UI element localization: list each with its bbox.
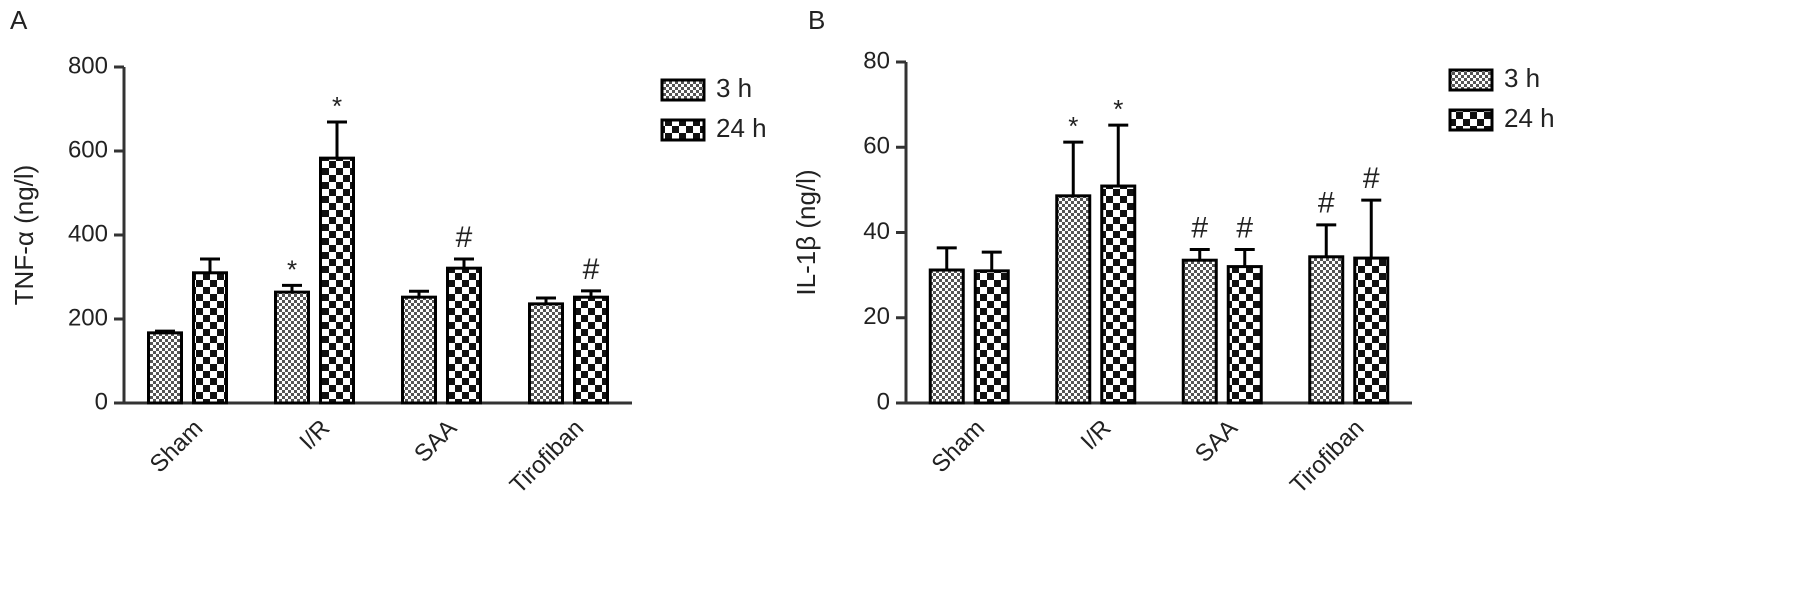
panel-label: B <box>808 5 825 35</box>
significance-mark: * <box>332 91 342 121</box>
legend-label: 24 h <box>1504 103 1555 133</box>
bar <box>1181 258 1218 405</box>
bar <box>319 156 355 405</box>
x-tick-label: I/R <box>294 415 335 456</box>
legend-swatch <box>660 118 706 142</box>
y-tick-label: 0 <box>95 388 108 415</box>
y-axis-label: IL-1β (ng/l) <box>791 169 821 295</box>
y-tick-label: 80 <box>863 47 890 74</box>
y-tick-label: 400 <box>68 220 108 247</box>
y-tick-label: 20 <box>863 303 890 330</box>
y-tick-label: 200 <box>68 304 108 331</box>
bar <box>446 266 482 405</box>
legend-label: 3 h <box>716 73 752 103</box>
bar <box>928 268 965 405</box>
y-axis-label: TNF-α (ng/l) <box>9 165 39 306</box>
bar <box>573 295 609 405</box>
panel-label: A <box>10 5 28 35</box>
significance-mark: # <box>1191 211 1208 244</box>
x-tick-label: SAA <box>1190 415 1243 468</box>
bar <box>1308 255 1345 405</box>
y-tick-label: 800 <box>68 52 108 79</box>
significance-mark: # <box>1363 162 1380 195</box>
significance-mark: # <box>1318 187 1335 220</box>
significance-mark: * <box>287 254 297 284</box>
y-tick-label: 40 <box>863 218 890 245</box>
legend-label: 3 h <box>1504 63 1540 93</box>
significance-mark: # <box>456 221 473 254</box>
bar <box>1100 184 1137 405</box>
bar <box>192 271 228 405</box>
legend-swatch <box>660 78 706 102</box>
x-tick-label: SAA <box>409 415 462 468</box>
y-tick-label: 60 <box>863 133 890 160</box>
bar <box>401 295 437 405</box>
x-tick-label: Tirofiban <box>505 415 589 499</box>
bar <box>147 331 183 405</box>
significance-mark: * <box>1113 94 1123 124</box>
bar <box>973 269 1010 405</box>
x-tick-label: Tirofiban <box>1285 415 1369 499</box>
x-tick-label: Sham <box>927 415 990 478</box>
bar <box>528 302 564 405</box>
significance-mark: * <box>1068 111 1078 141</box>
legend-swatch <box>1448 68 1494 92</box>
y-tick-label: 0 <box>877 388 890 415</box>
x-tick-label: I/R <box>1076 415 1117 456</box>
significance-mark: # <box>583 253 600 286</box>
significance-mark: # <box>1236 211 1253 244</box>
bar <box>1353 256 1390 405</box>
bar <box>274 290 310 405</box>
x-tick-label: Sham <box>145 415 208 478</box>
legend-label: 24 h <box>716 113 767 143</box>
bar <box>1226 265 1263 405</box>
bar <box>1055 194 1092 405</box>
legend-swatch <box>1448 108 1494 132</box>
y-tick-label: 600 <box>68 136 108 163</box>
